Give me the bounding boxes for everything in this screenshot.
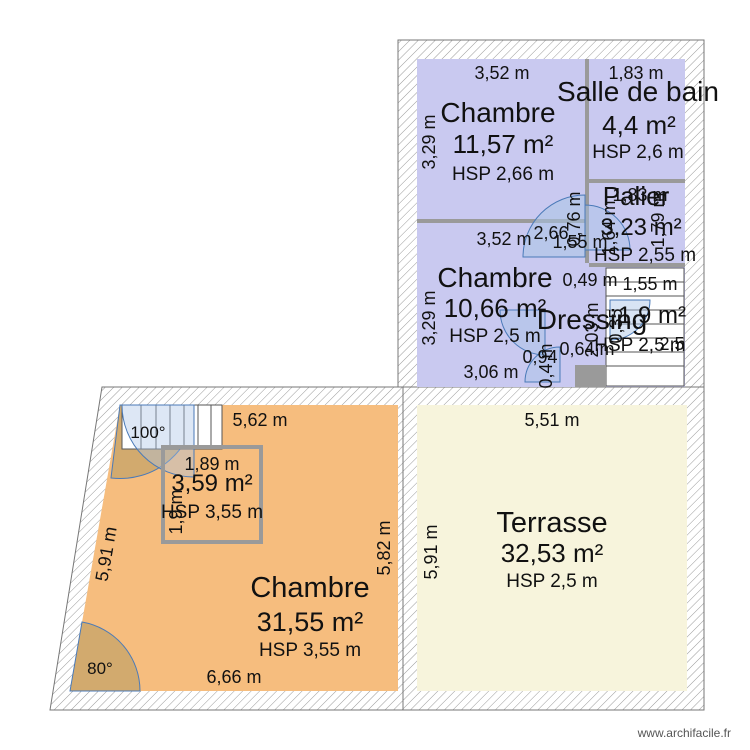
dim-misc-h: 0,4 m <box>536 343 556 388</box>
dim-palier-a: 1,83 m <box>612 185 667 205</box>
room-name-dressing: Dressing <box>537 304 647 335</box>
room-hsp-chambre-big: HSP 3,55 m <box>259 640 361 661</box>
room-area-dressing: 1,9 m² <box>618 302 686 329</box>
door-swing <box>584 204 631 251</box>
door-swing <box>524 346 561 383</box>
dim-palier-b: 1,79 m <box>648 192 668 247</box>
angle-top-left: 100° <box>130 423 165 442</box>
door-swing <box>121 404 195 478</box>
dim-big-right: 5,82 m <box>374 520 394 575</box>
dim-stair-box-height: 1,9 m <box>166 489 186 534</box>
room-hsp-salle-de-bain: HSP 2,6 m <box>592 142 684 163</box>
dim-misc-c: 1,55 m <box>552 232 607 252</box>
dim-misc-i: 0,94 <box>522 347 557 367</box>
room-hsp-palier: HSP 2,55 m <box>594 245 696 266</box>
dim-misc-g: 0,64 m <box>559 339 614 359</box>
watermark: www.archifacile.fr <box>637 726 731 740</box>
room-area-chambre-mid: 10,66 m² <box>444 293 547 323</box>
dim-big-top: 5,62 m <box>232 410 287 430</box>
dim-top-chambre-width: 3,52 m <box>474 63 529 83</box>
door-swing <box>499 309 546 356</box>
angle-bottom-left: 80° <box>87 659 113 678</box>
dim-misc-a: 0,76 m <box>564 191 584 246</box>
room-chambre-top[interactable] <box>417 59 585 219</box>
dim-misc-d: 1,55 m <box>622 274 677 294</box>
dim-terrasse-top: 5,51 m <box>524 410 579 430</box>
room-name-chambre-top: Chambre <box>440 97 555 128</box>
angle-marker-bottom <box>69 621 141 692</box>
room-hsp-terrasse: HSP 2,5 m <box>506 571 598 592</box>
dim-mid-chambre-bottom: 3,06 m <box>463 362 518 382</box>
dim-misc-f: 2,03 m <box>582 302 602 357</box>
room-name-salle-de-bain: Salle de bain <box>557 76 719 107</box>
dim-terrasse-left: 5,91 m <box>421 524 441 579</box>
dim-sdb-width: 1,83 m <box>608 63 663 83</box>
wall-segment <box>575 365 606 387</box>
interior-wall <box>589 179 685 183</box>
stairs-lower <box>121 404 223 450</box>
dim-misc-k: 0,35 <box>606 308 626 343</box>
room-name-terrasse: Terrasse <box>496 507 607 539</box>
room-area-palier: 3,23 m² <box>600 214 681 241</box>
room-stair-box[interactable] <box>161 445 263 544</box>
room-chambre-big[interactable] <box>70 405 398 691</box>
dim-mid-chambre-height: 3,29 m <box>419 290 439 345</box>
room-area-chambre-top: 11,57 m² <box>453 129 554 159</box>
dim-top-chambre-height: 3,29 m <box>419 114 439 169</box>
dim-misc-b: 1,64 m <box>599 200 619 255</box>
room-hsp-dressing: HSP 2,5 m <box>594 335 686 356</box>
dim-misc-e: 0,49 m <box>562 270 617 290</box>
door-swing <box>522 194 586 258</box>
interior-wall <box>585 59 589 263</box>
room-area-chambre-big: 31,55 m² <box>257 607 364 637</box>
dim-misc-l: 2,5 <box>659 334 684 354</box>
room-name-palier: Palier <box>603 181 670 211</box>
room-area-salle-de-bain: 4,4 m² <box>602 110 676 140</box>
door-swing <box>609 299 651 341</box>
room-hsp-chambre-mid: HSP 2,5 m <box>449 326 541 347</box>
dim-stair-box-width: 1,89 m <box>184 454 239 474</box>
room-name-chambre-mid: Chambre <box>437 262 552 293</box>
dim-misc-j: 2,66 <box>533 223 568 243</box>
room-salle-de-bain[interactable] <box>589 59 685 179</box>
dim-big-bottom: 6,66 m <box>206 667 261 687</box>
interior-wall <box>589 263 685 267</box>
room-area-stair-box: 3,59 m² <box>171 470 252 497</box>
room-hsp-stair-box: HSP 3,55 m <box>161 502 263 523</box>
interior-wall <box>417 219 589 223</box>
room-name-chambre-big: Chambre <box>250 572 369 604</box>
room-area-terrasse: 32,53 m² <box>501 538 604 568</box>
room-hsp-chambre-top: HSP 2,66 m <box>452 164 554 185</box>
dim-mid-chambre-width: 3,52 m <box>476 229 531 249</box>
room-terrasse[interactable] <box>417 405 687 691</box>
